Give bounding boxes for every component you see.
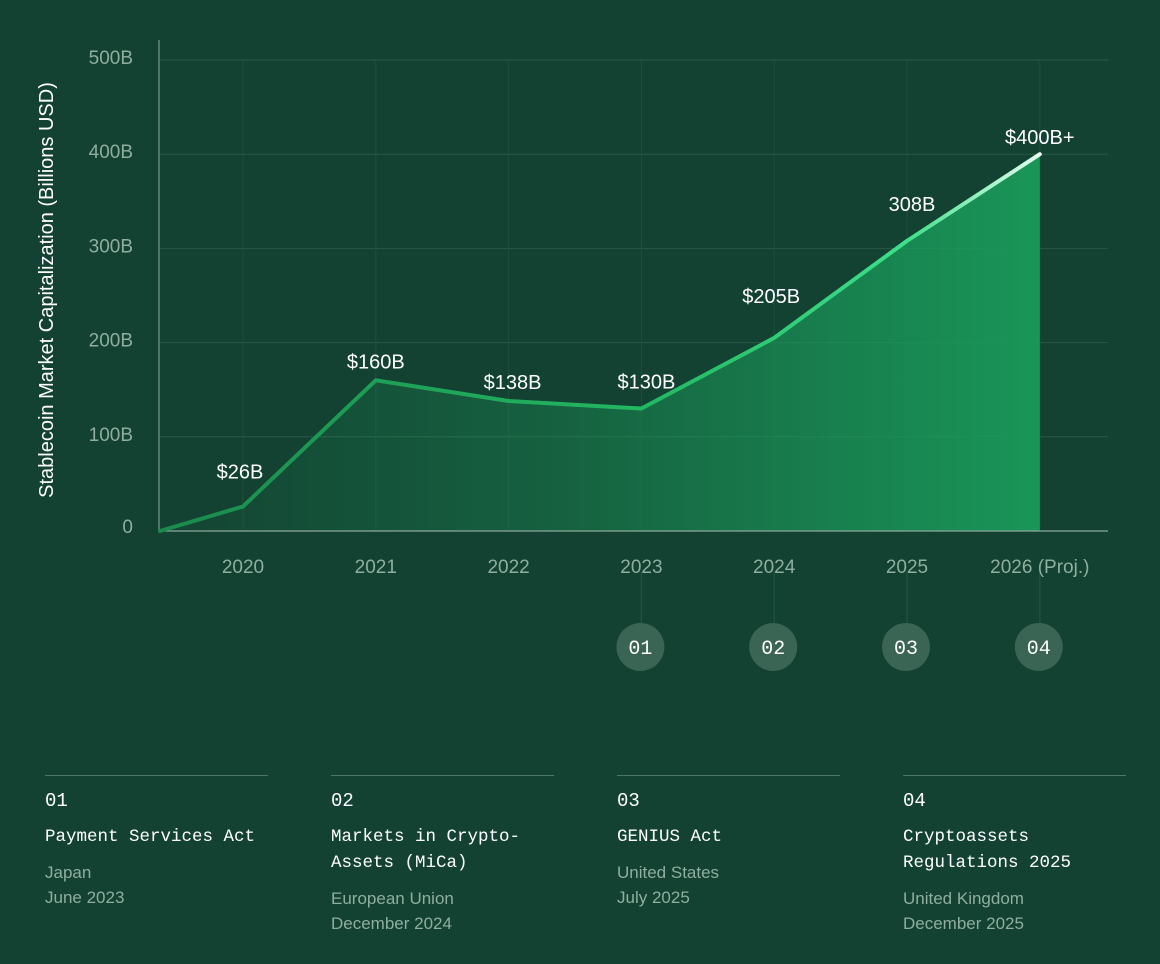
legend-divider (331, 775, 554, 776)
legend-regulation-name: GENIUS Act (617, 827, 723, 847)
legend-region: Japan (45, 863, 92, 882)
x-tick-label: 2023 (620, 557, 662, 578)
data-label: $138B (484, 372, 542, 394)
marker-circle (749, 623, 798, 671)
legend-item-01: 01 Payment Services Act Japan June 2023 (45, 775, 268, 910)
legend-item-04: 04 Cryptoassets Regulations 2025 United … (903, 775, 1126, 936)
data-label: $400B+ (1005, 127, 1075, 149)
marker-number: 03 (894, 638, 918, 661)
legend-region: United Kingdom (903, 889, 1024, 908)
legend-number: 03 (617, 790, 640, 812)
legend-date: June 2023 (45, 888, 125, 907)
timeline-marker-03: 03 (882, 623, 930, 671)
legend-item-02: 02 Markets in Crypto-Assets (MiCa) Europ… (331, 775, 554, 936)
legend-date: December 2025 (903, 914, 1024, 933)
x-tick-label: 2026 (Proj.) (990, 557, 1089, 578)
marker-circle (616, 623, 665, 671)
timeline-marker-04: 04 (1014, 623, 1063, 671)
legend-region: United States (617, 863, 720, 882)
y-tick-label: 0 (122, 517, 133, 538)
series-line (158, 152, 1042, 533)
legend-item-03: 03 GENIUS Act United States July 2025 (617, 775, 840, 910)
legend-divider (45, 775, 268, 776)
y-tick-label: 100B (89, 425, 133, 446)
x-tick-label: 2022 (487, 557, 529, 578)
legend-region: European Union (331, 889, 454, 908)
y-tick-label: 400B (89, 142, 133, 163)
legend-date: December 2024 (331, 914, 452, 933)
x-tick-label: 2020 (222, 557, 264, 578)
legend-number: 04 (903, 790, 926, 812)
legend-regulation-name: Cryptoassets Regulations 2025 (903, 827, 1072, 873)
marker-number: 04 (1027, 638, 1051, 661)
data-label: $205B (742, 286, 800, 308)
marker-circle (882, 623, 930, 671)
marker-number: 01 (628, 638, 652, 661)
legend-number: 01 (45, 790, 68, 812)
legend-divider (903, 775, 1126, 776)
y-tick-label: 200B (89, 331, 133, 352)
y-axis-label: Stablecoin Market Capitalization (Billio… (36, 82, 58, 498)
y-tick-label: 300B (89, 236, 133, 257)
timeline-marker-02: 02 (749, 623, 798, 671)
market-cap-chart: 0 100B 200B 300B 400B 500B 2020 2021 2022 2023 202… (36, 40, 1108, 671)
marker-circle (1014, 623, 1063, 671)
x-tick-label: 2021 (355, 557, 397, 578)
data-label: 308B (889, 194, 936, 216)
x-tick-label: 2024 (753, 557, 796, 578)
data-label: $130B (617, 372, 675, 394)
data-label: $160B (347, 351, 405, 373)
data-label: $26B (217, 462, 264, 484)
marker-number: 02 (761, 638, 785, 661)
legend-regulation-name: Markets in Crypto-Assets (MiCa) (331, 827, 521, 873)
area-fill (160, 154, 1040, 531)
legend-regulation-name: Payment Services Act (45, 827, 256, 847)
legend-number: 02 (331, 790, 354, 812)
legend-divider (617, 775, 840, 776)
y-tick-label: 500B (89, 48, 133, 69)
x-tick-label: 2025 (886, 557, 928, 578)
timeline-marker-01: 01 (616, 623, 665, 671)
legend-date: July 2025 (617, 888, 690, 907)
